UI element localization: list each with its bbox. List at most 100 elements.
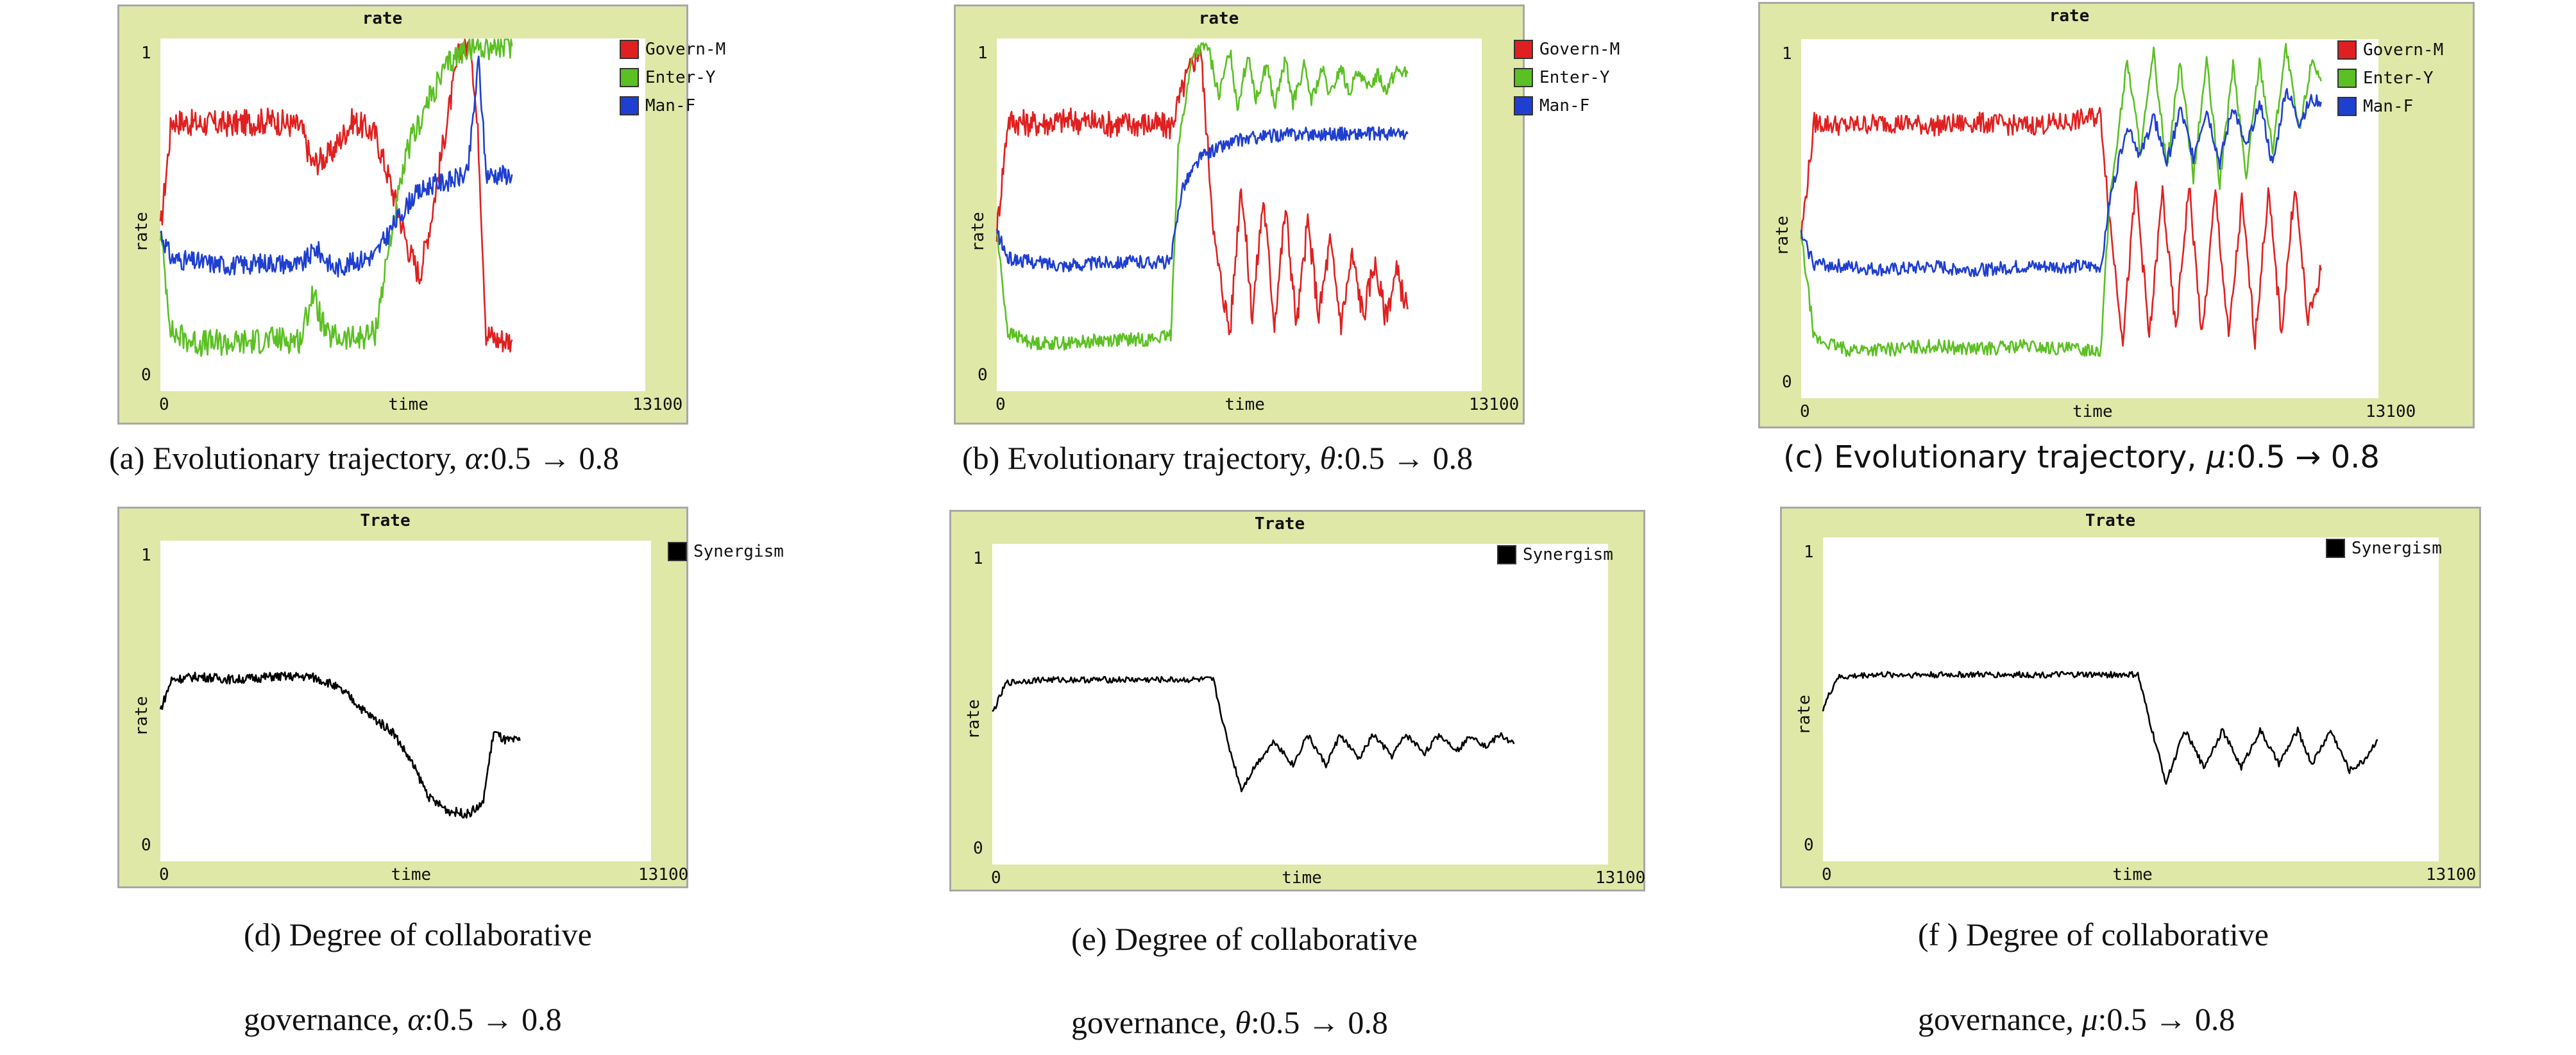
chart-svg (159, 671, 521, 819)
y-axis-label: rate (132, 696, 151, 736)
caption: (a) Evolutionary trajectory, α:0.5 → 0.8 (109, 439, 619, 477)
caption-line-2: governance, μ:0.5 → 0.8 (1918, 1000, 2235, 1038)
caption-line-1: (e) Degree of collaborative (1071, 921, 1418, 957)
y-tick-label: 1 (141, 546, 151, 565)
y-tick-label: 0 (978, 366, 988, 385)
legend: Synergism (2326, 534, 2442, 562)
series-line-man-f (996, 126, 1409, 273)
legend-swatch (2326, 539, 2345, 558)
caption-range: :0.5 → 0.8 (482, 440, 620, 476)
legend-item: Govern-M (2337, 36, 2443, 64)
chart-svg (992, 676, 1515, 793)
legend: Synergism (1497, 541, 1613, 569)
caption-line-1: (f ) Degree of collaborative (1918, 916, 2269, 952)
caption: (b) Evolutionary trajectory, θ:0.5 → 0.8 (962, 439, 1473, 477)
series-line-govern-m (159, 38, 513, 353)
y-tick-label: 0 (141, 366, 151, 385)
legend-swatch (1497, 545, 1516, 564)
caption-text: governance, (1918, 1001, 2082, 1037)
legend-swatch (620, 40, 639, 59)
caption-line-2: governance, α:0.5 → 0.8 (244, 1000, 562, 1038)
chart-title: Trate (360, 511, 411, 530)
y-tick-label: 1 (973, 549, 983, 568)
x-axis-label: time (2112, 865, 2153, 884)
legend-label: Govern-M (2363, 40, 2444, 60)
legend-label: Enter-Y (1539, 68, 1610, 87)
legend-swatch (620, 68, 639, 87)
legend: Govern-M Enter-Y Man-F (620, 35, 725, 120)
legend-swatch (2337, 69, 2357, 88)
y-tick-label: 0 (141, 836, 151, 855)
series-line-synergism (159, 671, 521, 819)
chart-svg (1822, 671, 2378, 785)
legend-swatch (620, 96, 639, 115)
series-line-man-f (159, 55, 513, 278)
y-tick-label: 1 (141, 44, 151, 63)
caption-variable: μ (2206, 439, 2226, 475)
x-tick-label: 13100 (2426, 865, 2477, 884)
caption-text: governance, (1071, 1004, 1235, 1040)
x-tick-label: 13100 (1469, 395, 1520, 414)
caption-text: (c) Evolutionary trajectory, (1783, 439, 2207, 475)
legend-item: Enter-Y (1514, 63, 1620, 92)
caption-range: :0.5 → 0.8 (2226, 439, 2380, 475)
legend-label: Enter-Y (2363, 69, 2434, 88)
caption-line-1: (d) Degree of collaborative (244, 916, 592, 952)
legend-label: Synergism (1523, 545, 1613, 564)
legend-item: Enter-Y (2337, 64, 2443, 92)
caption-text: (b) Evolutionary trajectory, (962, 440, 1320, 476)
series-line-man-f (1800, 88, 2322, 278)
chart-panel-f: Trate 1 0 rate 0 13100 time Synergism (1780, 507, 2481, 888)
chart-title: rate (1198, 9, 1239, 28)
legend: Govern-M Enter-Y Man-F (1514, 35, 1620, 120)
chart-panel-e: Trate 1 0 rate 0 13100 time Synergism (949, 510, 1645, 891)
plot-area (159, 38, 645, 391)
legend-label: Man-F (645, 96, 696, 115)
legend: Govern-M Enter-Y Man-F (2337, 36, 2443, 121)
caption-text: governance, (244, 1001, 408, 1037)
series-line-synergism (1822, 671, 2378, 785)
legend-swatch (1514, 68, 1533, 87)
y-tick-label: 0 (1782, 373, 1792, 392)
legend-item: Man-F (620, 92, 725, 120)
y-tick-label: 0 (1804, 836, 1814, 855)
plot-area (992, 544, 1608, 865)
y-tick-label: 1 (978, 44, 988, 63)
y-axis-label: rate (969, 211, 988, 252)
series-line-enter-y (996, 42, 1409, 351)
x-tick-label: 0 (996, 395, 1006, 414)
chart-title: rate (362, 9, 403, 28)
caption-variable: μ (2081, 1001, 2098, 1037)
caption-variable: α (464, 440, 482, 476)
legend-label: Synergism (693, 542, 784, 561)
legend-item: Synergism (668, 537, 784, 566)
caption-variable: θ (1319, 440, 1336, 476)
x-axis-label: time (1282, 868, 1322, 888)
x-tick-label: 0 (1800, 402, 1810, 421)
caption-range: :0.5 → 0.8 (1335, 440, 1473, 476)
x-tick-label: 13100 (2366, 402, 2416, 421)
series-line-enter-y (1800, 42, 2322, 357)
y-axis-label: rate (964, 699, 983, 739)
series-line-govern-m (996, 47, 1409, 335)
y-tick-label: 1 (1782, 44, 1792, 63)
legend-label: Man-F (2363, 97, 2414, 116)
legend-label: Man-F (1539, 96, 1590, 115)
caption-variable: θ (1235, 1004, 1251, 1040)
legend-swatch (1514, 40, 1533, 59)
caption-text: (a) Evolutionary trajectory, (109, 440, 465, 476)
legend: Synergism (668, 537, 784, 566)
legend-swatch (668, 542, 687, 561)
chart-svg (159, 38, 513, 357)
x-tick-label: 0 (1822, 865, 1832, 884)
legend-swatch (1514, 96, 1533, 115)
legend-swatch (2337, 97, 2357, 116)
plot-area (159, 541, 651, 861)
chart-panel-d: Trate 1 0 rate 0 13100 time Synergism (117, 507, 784, 888)
legend-label: Govern-M (645, 40, 726, 59)
plot-area (1822, 537, 2439, 861)
chart-panel-a: rate 1 0 rate 0 13100 time Govern-M Enter-Y Man-F (117, 4, 725, 425)
caption-range: :0.5 → 0.8 (424, 1001, 562, 1037)
chart-svg (996, 42, 1409, 351)
legend-item: Govern-M (1514, 35, 1620, 63)
